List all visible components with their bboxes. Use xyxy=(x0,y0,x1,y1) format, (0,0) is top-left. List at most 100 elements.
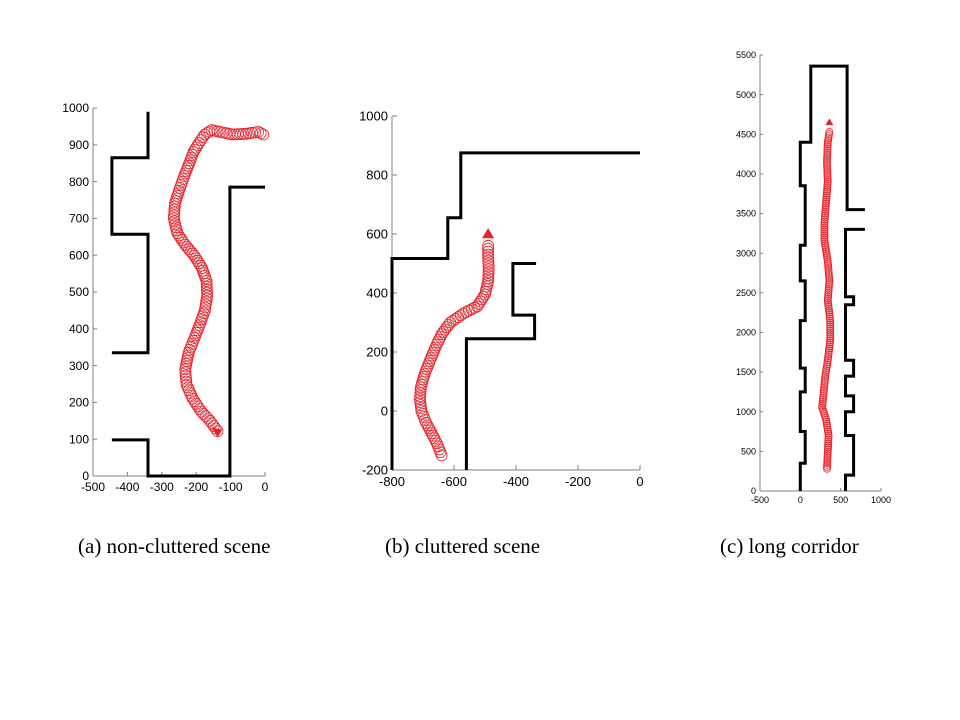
trajectory-point xyxy=(179,366,192,379)
y-tick-label: 0 xyxy=(82,469,89,483)
trajectory-point xyxy=(826,334,835,343)
trajectory-point xyxy=(820,225,829,234)
y-tick-label: 200 xyxy=(366,345,388,360)
trajectory-point xyxy=(826,326,835,335)
trajectory-point xyxy=(184,387,197,400)
trajectory-point xyxy=(172,229,185,242)
x-tick-label: -400 xyxy=(503,474,529,489)
trajectory-point xyxy=(168,209,180,222)
trajectory-point xyxy=(428,344,441,357)
trajectory-point xyxy=(424,352,437,365)
trajectory-point xyxy=(180,378,193,391)
trajectory-point xyxy=(820,231,829,240)
x-tick-label: 500 xyxy=(833,495,848,505)
trajectory-point xyxy=(826,322,835,331)
trajectory-point xyxy=(188,395,201,408)
trajectory-point xyxy=(823,183,832,192)
trajectory-point xyxy=(414,387,427,400)
y-tick-label: 5000 xyxy=(736,90,756,100)
trajectory-point xyxy=(820,223,829,232)
y-tick-label: 4500 xyxy=(736,129,756,139)
trajectory-point xyxy=(824,259,832,268)
y-tick-label: 0 xyxy=(751,486,756,496)
y-tick-label: 0 xyxy=(381,404,388,419)
trajectory-point xyxy=(482,245,495,258)
trajectory-point xyxy=(824,445,832,454)
trajectory-point xyxy=(823,164,832,172)
trajectory-point xyxy=(826,330,835,339)
trajectory-point xyxy=(186,392,199,405)
trajectory-point xyxy=(824,437,833,446)
trajectory-point xyxy=(201,412,214,425)
wall-line xyxy=(110,111,150,355)
x-tick-label: -500 xyxy=(81,480,105,494)
trajectory-point xyxy=(823,148,832,157)
trajectory-point xyxy=(205,417,218,430)
trajectory-point xyxy=(482,254,495,267)
end-marker xyxy=(482,228,495,239)
x-tick-label: -200 xyxy=(565,474,591,489)
trajectory-point xyxy=(826,336,835,345)
caption-cluttered-scene: (b) cluttered scene xyxy=(385,534,541,558)
x-tick-label: 0 xyxy=(636,474,643,489)
trajectory-point xyxy=(179,369,192,382)
trajectory-point xyxy=(823,175,832,184)
trajectory-point xyxy=(823,146,832,155)
trajectory-point xyxy=(180,164,193,177)
y-tick-label: 2500 xyxy=(736,288,756,298)
y-tick-label: -200 xyxy=(362,463,388,478)
x-tick-label: -300 xyxy=(150,480,174,494)
trajectory-point xyxy=(201,289,214,302)
trajectory-point xyxy=(823,457,832,466)
y-tick-label: 1000 xyxy=(359,109,388,124)
y-tick-label: 200 xyxy=(69,396,89,410)
trajectory-point xyxy=(824,433,833,442)
trajectory-point xyxy=(824,263,833,272)
caption-non-cluttered-scene: (a) non-cluttered scene xyxy=(78,534,271,558)
trajectory-point xyxy=(823,173,832,182)
trajectory-point xyxy=(820,229,829,238)
trajectory-point xyxy=(415,405,428,417)
plot-cluttered-scene: -200 0 200 400 600 800 1000 -800 -600 -400 -200 0 xyxy=(359,109,644,489)
trajectory-point xyxy=(482,260,495,273)
trajectory-point xyxy=(413,393,426,406)
y-tick-label: 500 xyxy=(69,285,89,299)
trajectory-point xyxy=(825,127,834,136)
trajectory-point xyxy=(823,169,832,178)
trajectory-point xyxy=(820,221,829,230)
trajectory-point xyxy=(237,127,250,140)
end-marker xyxy=(211,427,223,438)
trajectory-point xyxy=(433,333,446,346)
y-tick-label: 800 xyxy=(69,175,89,189)
trajectory-point xyxy=(414,399,427,412)
trajectory-point xyxy=(442,318,455,331)
y-tick-label: 1000 xyxy=(736,407,756,417)
wall-line xyxy=(798,64,865,491)
y-tick-label: 3500 xyxy=(736,209,756,219)
y-tick-label: 5500 xyxy=(736,50,756,60)
trajectory-point xyxy=(201,286,214,299)
trajectory-point xyxy=(257,128,270,141)
x-tick-label: -100 xyxy=(219,480,243,494)
trajectory-point xyxy=(823,167,832,176)
trajectory-point xyxy=(482,248,495,261)
end-marker xyxy=(825,118,834,126)
trajectory-point xyxy=(825,280,833,289)
y-tick-label: 2000 xyxy=(736,328,756,338)
trajectory-point xyxy=(826,332,835,341)
trajectory-point xyxy=(826,324,835,333)
trajectory-point xyxy=(823,462,831,471)
trajectory-point xyxy=(482,257,495,270)
trajectory-point xyxy=(823,453,832,462)
trajectory-point xyxy=(824,435,833,444)
y-tick-label: 300 xyxy=(69,359,89,373)
trajectory-point xyxy=(824,441,832,450)
trajectory-point xyxy=(199,410,212,423)
y-tick-label: 1500 xyxy=(736,367,756,377)
plot-long-corridor: 0500100015002000250030003500400045005000… xyxy=(736,50,891,505)
trajectory-point xyxy=(468,301,481,314)
trajectory-point xyxy=(823,447,832,456)
trajectory-point xyxy=(252,125,265,138)
trajectory-point xyxy=(167,212,180,225)
